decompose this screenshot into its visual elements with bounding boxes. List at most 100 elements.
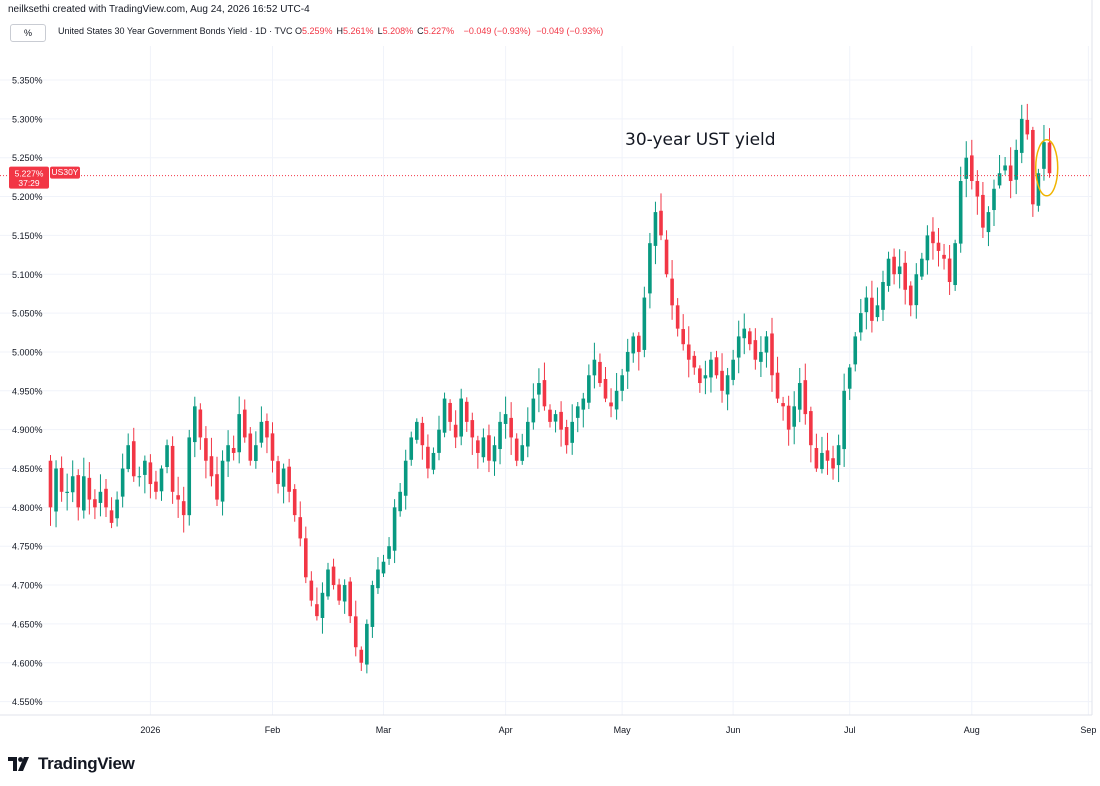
candle-body[interactable] bbox=[881, 282, 885, 310]
candle-body[interactable] bbox=[370, 585, 375, 627]
candle-body[interactable] bbox=[204, 438, 208, 461]
candle-body[interactable] bbox=[353, 616, 358, 648]
candle-body[interactable] bbox=[259, 421, 264, 443]
candle-body[interactable] bbox=[509, 417, 513, 438]
candle-body[interactable] bbox=[781, 403, 785, 407]
candle-body[interactable] bbox=[764, 336, 769, 353]
candle-body[interactable] bbox=[875, 305, 880, 318]
candle-body[interactable] bbox=[731, 359, 735, 380]
candle-body[interactable] bbox=[936, 242, 941, 251]
candle-body[interactable] bbox=[1003, 165, 1007, 171]
candle-body[interactable] bbox=[165, 445, 169, 467]
candle-body[interactable] bbox=[187, 437, 192, 516]
candle-body[interactable] bbox=[1042, 142, 1046, 169]
candle-body[interactable] bbox=[648, 243, 652, 294]
candle-body[interactable] bbox=[709, 359, 713, 378]
candle-body[interactable] bbox=[1019, 118, 1024, 153]
candle-body[interactable] bbox=[470, 420, 475, 438]
candle-body[interactable] bbox=[686, 344, 691, 360]
candle-body[interactable] bbox=[592, 359, 597, 376]
candle-body[interactable] bbox=[625, 351, 630, 372]
candle-body[interactable] bbox=[154, 481, 158, 492]
candle-body[interactable] bbox=[997, 173, 1002, 186]
candle-body[interactable] bbox=[315, 604, 319, 617]
candle-body[interactable] bbox=[431, 452, 436, 470]
candle-body[interactable] bbox=[986, 212, 991, 233]
candle-body[interactable] bbox=[748, 331, 752, 345]
candle-body[interactable] bbox=[415, 421, 419, 440]
candle-body[interactable] bbox=[603, 378, 608, 399]
candle-body[interactable] bbox=[437, 429, 441, 453]
candle-body[interactable] bbox=[864, 297, 869, 313]
candle-body[interactable] bbox=[897, 266, 902, 275]
candle-body[interactable] bbox=[559, 411, 563, 430]
candle-body[interactable] bbox=[903, 262, 907, 290]
candle-body[interactable] bbox=[387, 546, 391, 559]
candle-body[interactable] bbox=[326, 569, 330, 597]
candle-body[interactable] bbox=[853, 336, 858, 365]
candle-body[interactable] bbox=[109, 510, 114, 523]
candle-body[interactable] bbox=[231, 447, 236, 453]
candle-body[interactable] bbox=[548, 409, 552, 422]
candle-body[interactable] bbox=[215, 474, 219, 500]
candle-body[interactable] bbox=[403, 460, 408, 496]
candle-body[interactable] bbox=[892, 256, 896, 275]
candle-body[interactable] bbox=[526, 421, 530, 447]
candle-body[interactable] bbox=[920, 258, 924, 277]
candle-body[interactable] bbox=[970, 155, 974, 182]
candle-body[interactable] bbox=[481, 437, 486, 458]
candle-body[interactable] bbox=[265, 420, 269, 438]
candle-body[interactable] bbox=[653, 212, 658, 246]
candle-body[interactable] bbox=[981, 194, 985, 228]
candle-body[interactable] bbox=[82, 476, 86, 511]
candle-body[interactable] bbox=[797, 383, 802, 410]
candle-body[interactable] bbox=[248, 433, 253, 461]
candle-body[interactable] bbox=[992, 188, 996, 211]
candle-body[interactable] bbox=[65, 491, 69, 493]
candle-body[interactable] bbox=[498, 421, 502, 450]
candle-body[interactable] bbox=[620, 375, 624, 391]
candle-body[interactable] bbox=[159, 468, 164, 492]
candle-body[interactable] bbox=[76, 475, 81, 508]
candle-body[interactable] bbox=[309, 580, 314, 601]
candle-body[interactable] bbox=[942, 254, 946, 259]
candle-body[interactable] bbox=[348, 581, 352, 617]
candle-body[interactable] bbox=[958, 181, 963, 244]
candle-body[interactable] bbox=[342, 585, 347, 602]
candle-body[interactable] bbox=[104, 488, 108, 508]
candle-body[interactable] bbox=[659, 210, 663, 236]
candle-body[interactable] bbox=[320, 592, 325, 618]
candle-body[interactable] bbox=[581, 398, 586, 410]
candle-body[interactable] bbox=[842, 390, 846, 450]
candle-body[interactable] bbox=[120, 468, 125, 497]
candle-body[interactable] bbox=[503, 414, 508, 424]
candle-body[interactable] bbox=[115, 499, 119, 519]
candle-body[interactable] bbox=[925, 235, 930, 261]
candle-body[interactable] bbox=[426, 446, 430, 469]
candle-body[interactable] bbox=[564, 427, 569, 446]
candle-body[interactable] bbox=[476, 440, 480, 453]
candle-body[interactable] bbox=[631, 336, 636, 354]
candle-body[interactable] bbox=[914, 274, 919, 306]
candle-body[interactable] bbox=[770, 333, 774, 376]
candle-body[interactable] bbox=[365, 623, 369, 665]
candle-body[interactable] bbox=[270, 433, 275, 461]
candle-body[interactable] bbox=[825, 450, 830, 461]
candle-body[interactable] bbox=[703, 375, 708, 379]
candle-body[interactable] bbox=[753, 340, 758, 360]
candle-body[interactable] bbox=[542, 380, 547, 407]
candle-body[interactable] bbox=[809, 411, 813, 446]
candle-body[interactable] bbox=[598, 361, 602, 384]
candle-body[interactable] bbox=[714, 357, 719, 376]
candle-body[interactable] bbox=[304, 538, 308, 578]
candle-body[interactable] bbox=[381, 561, 386, 574]
candle-body[interactable] bbox=[459, 398, 463, 437]
candle-body[interactable] bbox=[637, 335, 641, 352]
candle-body[interactable] bbox=[1036, 173, 1041, 206]
candle-body[interactable] bbox=[664, 239, 669, 275]
candle-body[interactable] bbox=[148, 462, 153, 485]
candle-body[interactable] bbox=[93, 499, 97, 508]
candle-body[interactable] bbox=[859, 313, 863, 333]
candle-body[interactable] bbox=[254, 445, 258, 462]
